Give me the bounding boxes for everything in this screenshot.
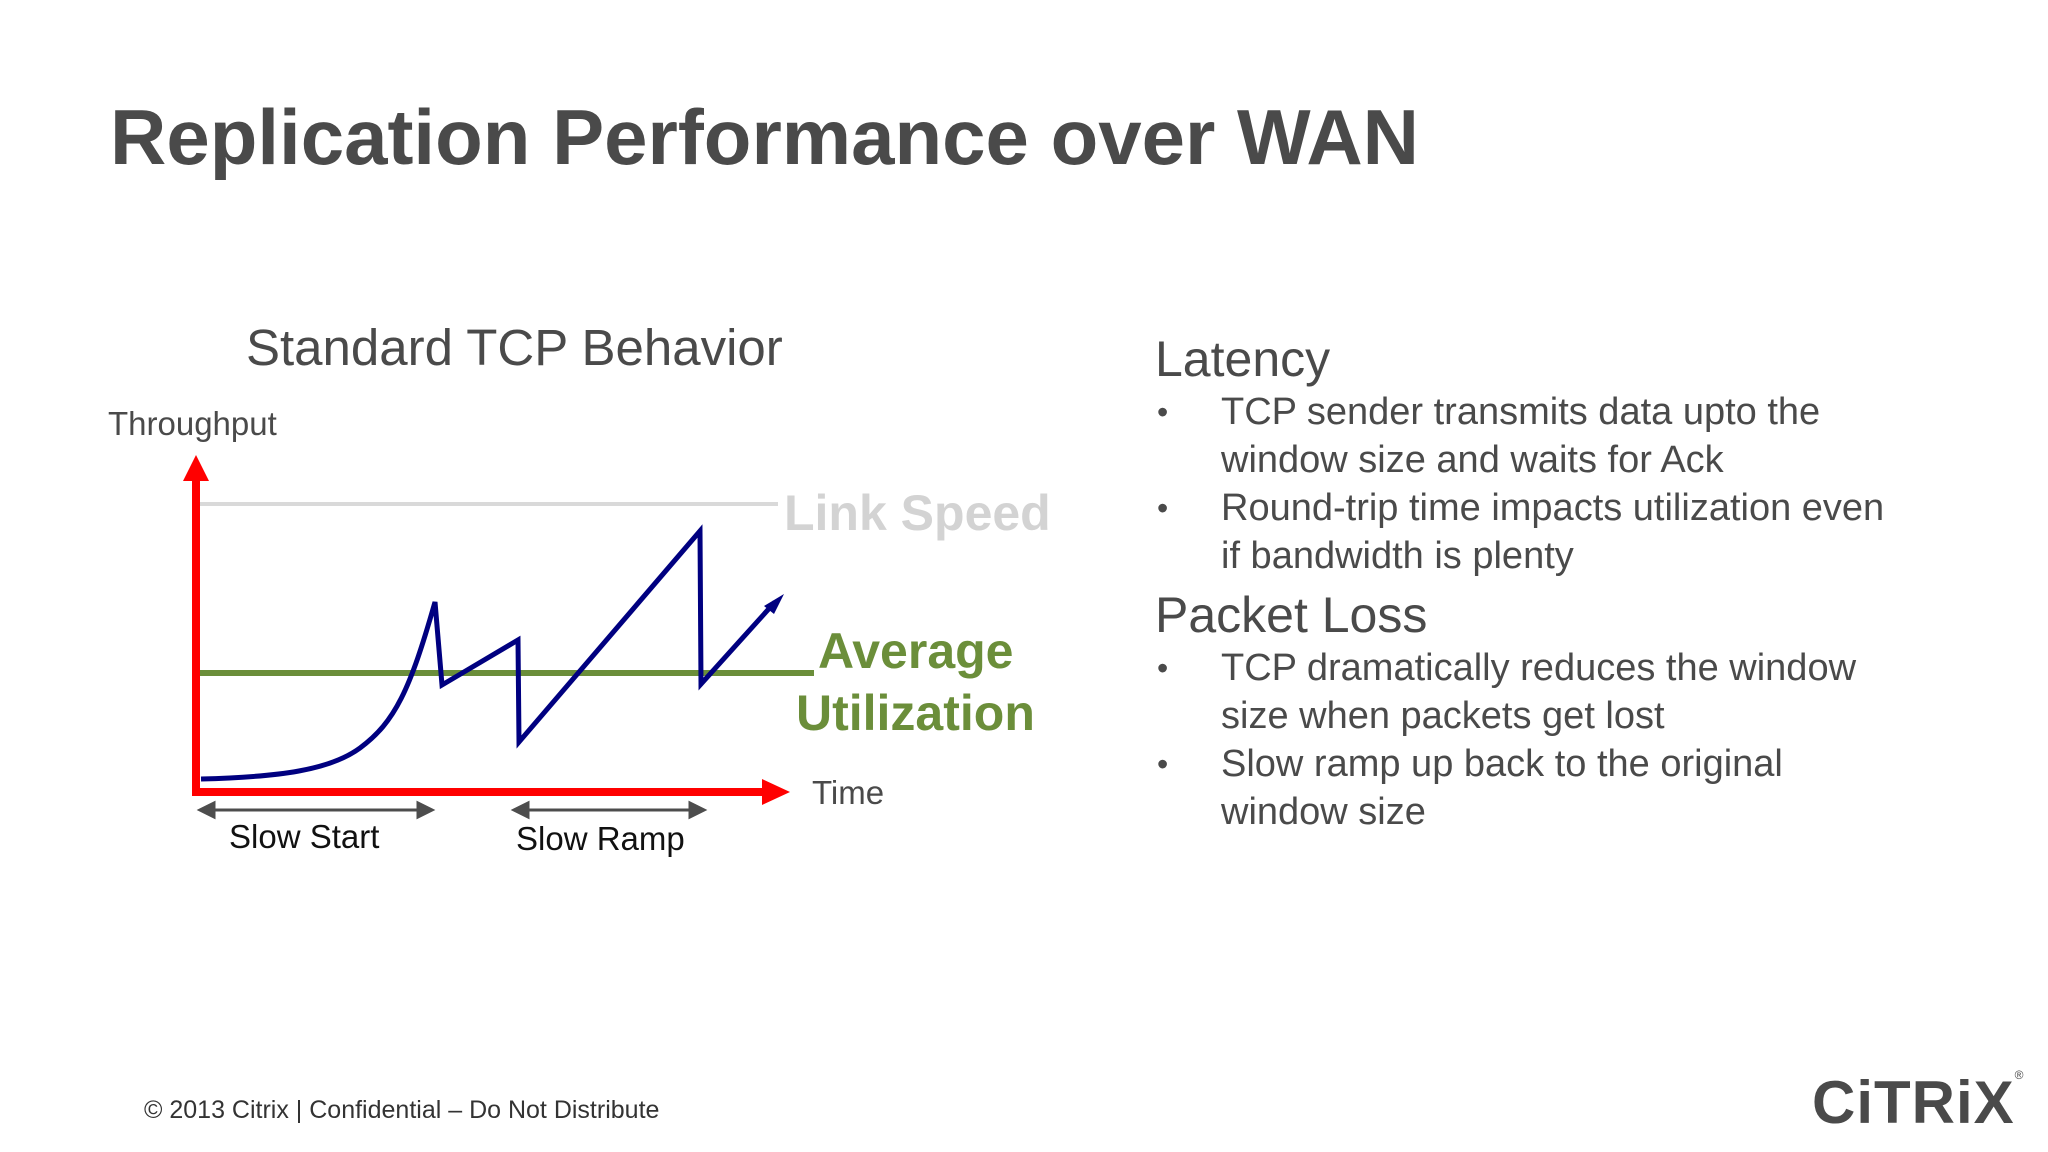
slide-title: Replication Performance over WAN [110,93,1420,181]
bullet-line: TCP dramatically reduces the window [1221,647,1857,689]
bullet-item: • Slow ramp up back to the original wind… [1155,740,1975,836]
tcp-behavior-diagram: Link Speed Average Utilization Throughpu… [108,405,1051,857]
footer-confidentiality: © 2013 Citrix | Confidential – Do Not Di… [144,1096,660,1124]
bullet-line: Slow ramp up back to the original [1221,743,1783,785]
diagram-title: Standard TCP Behavior [246,319,783,376]
bullet-line: window size [1221,791,1426,833]
packet-loss-bullets: • TCP dramatically reduces the window si… [1155,644,1975,836]
bullet-dot-icon: • [1157,490,1169,526]
x-axis-arrow-icon [762,779,790,805]
y-axis-arrow-icon [183,455,209,481]
bullet-line: if bandwidth is plenty [1221,535,1574,577]
slow-start-label: Slow Start [229,818,379,855]
x-axis-label: Time [812,774,884,811]
slow-ramp-span [510,800,708,820]
throughput-arrow-head [764,594,784,614]
bullet-item: • TCP sender transmits data upto the win… [1155,388,1975,484]
slow-ramp-label: Slow Ramp [516,820,685,857]
bullet-line: size when packets get lost [1221,695,1665,737]
throughput-curve [200,524,777,782]
bullet-item: • Round-trip time impacts utilization ev… [1155,484,1975,580]
bullet-dot-icon: • [1157,650,1169,686]
citrix-logo: CiTRiX® [1812,1068,2025,1137]
latency-bullets: • TCP sender transmits data upto the win… [1155,388,1975,580]
section-heading-packet-loss: Packet Loss [1155,587,1428,643]
y-axis-label: Throughput [108,405,277,442]
bullet-dot-icon: • [1157,746,1169,782]
registered-mark: ® [2014,1068,2025,1082]
section-latency: Latency • TCP sender transmits data upto… [1155,330,1975,580]
bullet-item: • TCP dramatically reduces the window si… [1155,644,1975,740]
bullet-line: window size and waits for Ack [1221,439,1724,481]
average-label-line1: Average [818,623,1013,679]
average-label-line2: Utilization [796,685,1035,741]
bullet-line: Round-trip time impacts utilization even [1221,487,1885,529]
bullet-line: TCP sender transmits data upto the [1221,391,1821,433]
bullet-dot-icon: • [1157,394,1169,430]
slow-start-span [196,800,436,820]
link-speed-label: Link Speed [784,485,1051,541]
section-heading-latency: Latency [1155,331,1331,387]
right-column: Latency • TCP sender transmits data upto… [1155,330,1975,842]
logo-text: CiTRiX [1812,1069,2015,1136]
section-packet-loss: Packet Loss • TCP dramatically reduces t… [1155,586,1975,836]
